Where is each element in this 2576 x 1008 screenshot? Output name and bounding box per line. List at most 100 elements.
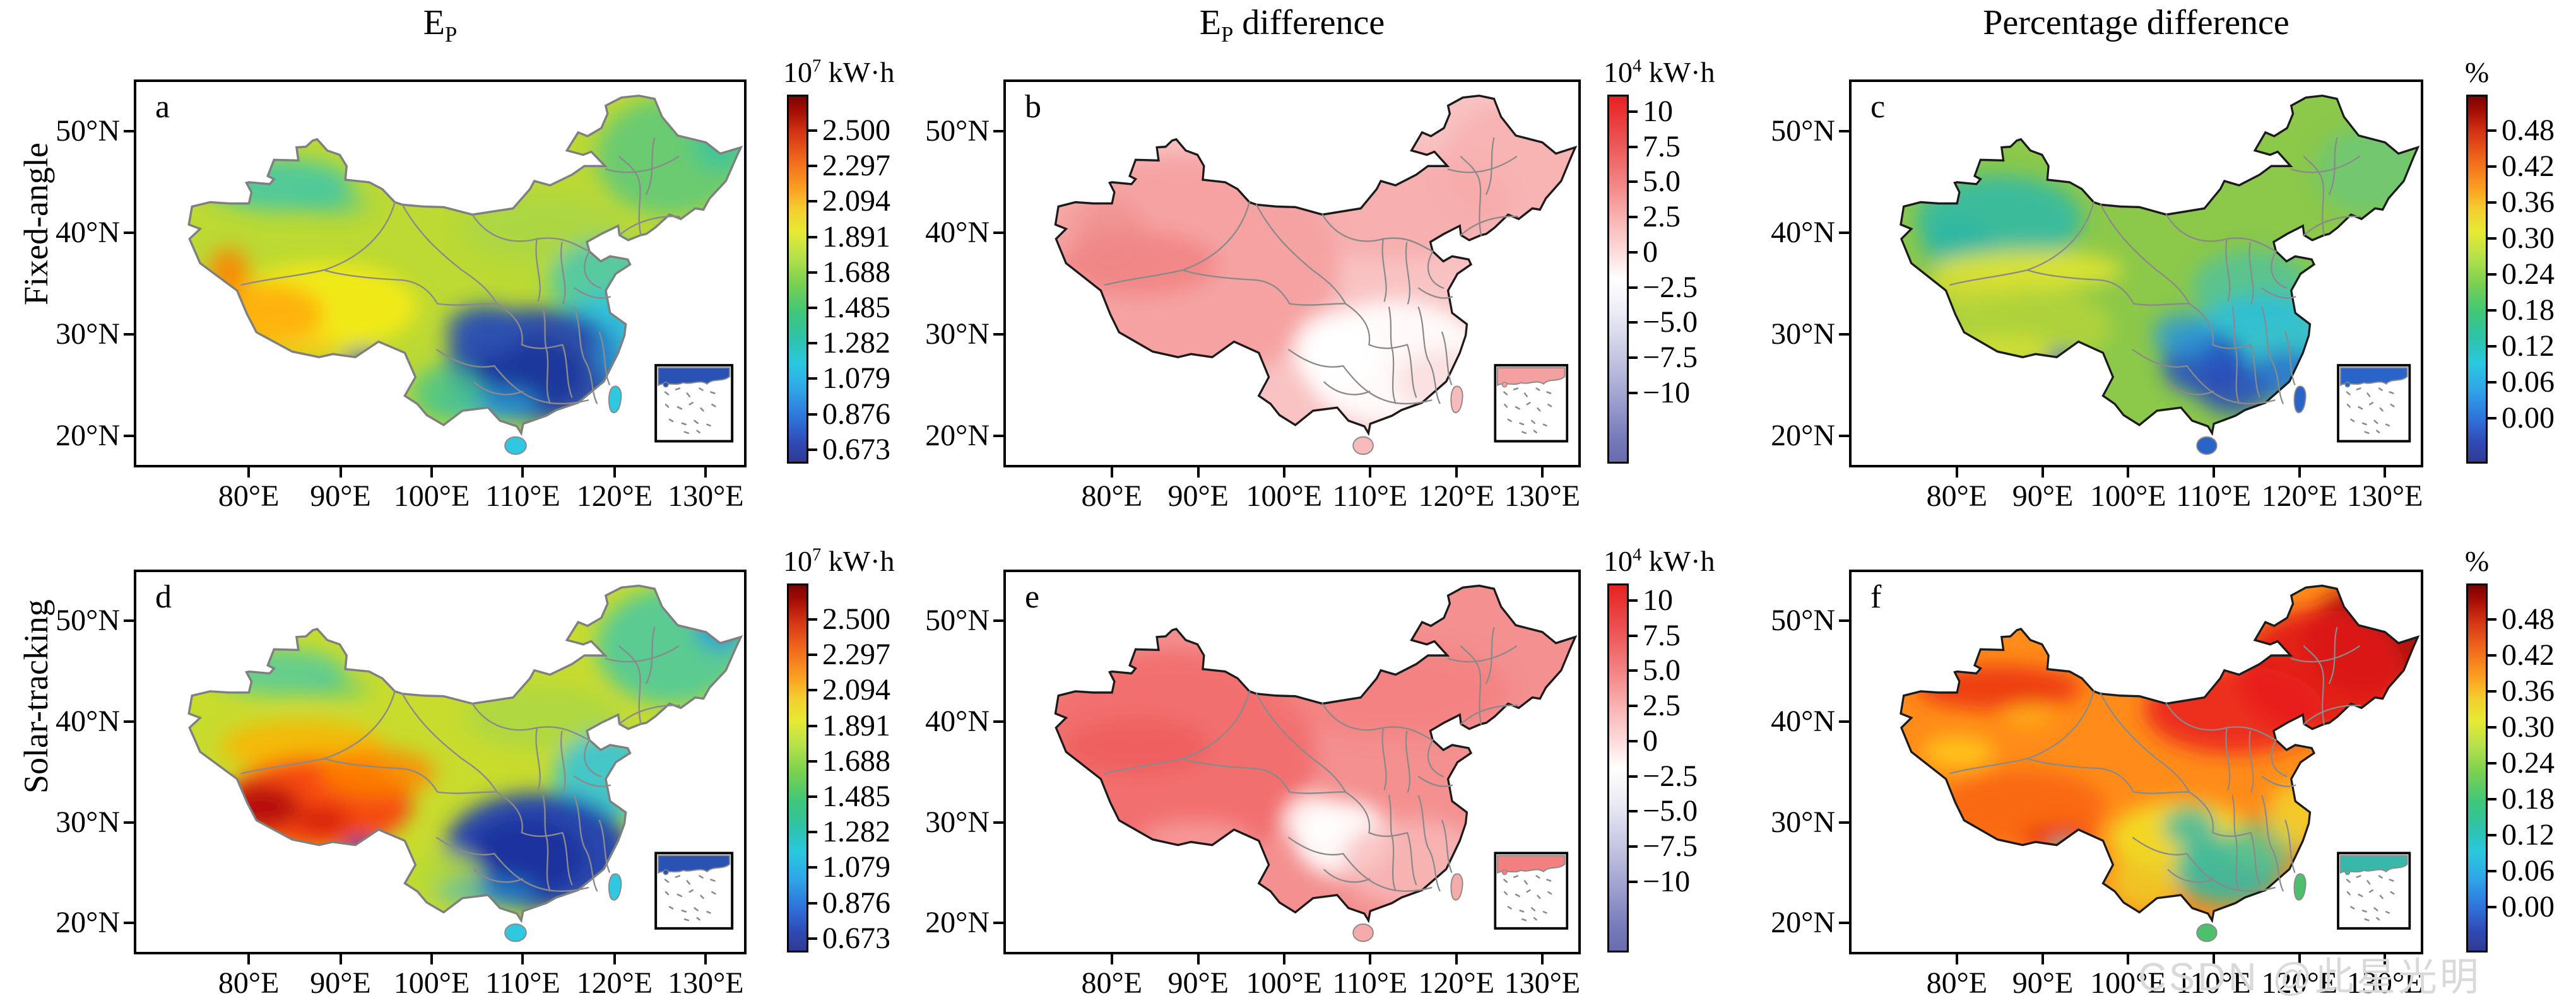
y-tick-label: 40°N — [1771, 705, 1835, 739]
y-tick-mark — [993, 434, 1003, 437]
x-tick-label: 100°E — [2090, 966, 2166, 1000]
colorbar-tick-mark — [1629, 110, 1638, 113]
y-tick-label: 30°N — [925, 805, 990, 839]
colorbar-tick-label: 1.891 — [822, 220, 890, 254]
colorbar-unit: 104 kW·h — [1604, 56, 1715, 88]
china-map-ep-diff-fixed — [1054, 94, 1577, 455]
panel-letter: c — [1870, 89, 1886, 125]
colorbar-tick-mark — [808, 377, 817, 380]
x-tick-mark — [521, 467, 524, 478]
x-tick-mark — [1368, 954, 1371, 964]
x-tick-label: 90°E — [1167, 966, 1229, 1000]
colorbar-tick-mark — [1629, 145, 1638, 148]
x-tick-mark — [613, 954, 616, 964]
x-tick-mark — [2127, 954, 2130, 964]
x-tick-mark — [2384, 954, 2387, 964]
colorbar-tick-label: 0.12 — [2502, 818, 2555, 852]
x-tick-label: 90°E — [310, 479, 371, 513]
colorbar-tick-label: −2.5 — [1643, 759, 1698, 793]
x-tick-label: 110°E — [1332, 479, 1408, 513]
colorbar-tick-label: 10 — [1643, 95, 1673, 128]
colorbar-tick-label: 1.282 — [822, 815, 890, 849]
colorbar-tick-mark — [808, 759, 817, 763]
x-tick-mark — [2041, 954, 2045, 964]
x-tick-mark — [1368, 467, 1371, 478]
colorbar-gradient — [787, 95, 808, 464]
x-tick-label: 130°E — [1504, 479, 1581, 513]
y-tick-label: 50°N — [56, 114, 120, 148]
colorbar-tick-mark — [2488, 345, 2496, 348]
colorbar-tick-mark — [1629, 810, 1638, 813]
x-tick-label: 90°E — [1167, 479, 1229, 513]
china-map-ep-diff-tracking — [1054, 584, 1577, 942]
x-tick-mark — [1282, 467, 1285, 478]
colorbar-tick-mark — [2488, 834, 2496, 836]
colorbar-tick-label: 1.891 — [822, 708, 890, 742]
x-tick-mark — [1196, 467, 1200, 478]
colorbar-tick-label: 2.500 — [822, 602, 890, 636]
colorbar-tick-mark — [808, 342, 817, 345]
map-panel-d: d 50°N 40°N 30°N 20°N 80°E 90°E 100°E 110°E 120°… — [56, 570, 747, 1000]
colorbar-tick-mark — [1629, 391, 1638, 394]
colorbar-tick-mark — [808, 129, 817, 132]
colorbar-tick-mark — [1629, 250, 1638, 254]
colorbar-tick-label: 2.297 — [822, 149, 890, 183]
x-tick-mark — [704, 467, 707, 478]
colorbar-tick-label: −10 — [1643, 375, 1691, 409]
colorbar-tick-mark — [808, 271, 817, 274]
y-tick-mark — [1839, 231, 1849, 235]
y-tick-label: 50°N — [925, 604, 990, 638]
colorbar-tick-mark — [2488, 798, 2496, 800]
y-tick-mark — [993, 619, 1003, 623]
y-tick-mark — [124, 821, 134, 824]
colorbar-tick-mark — [808, 448, 817, 451]
column-title-percentage-difference: Percentage difference — [1983, 3, 2289, 42]
colorbar-tick-label: 2.094 — [822, 184, 890, 218]
colorbar-tick-label: 1.079 — [822, 361, 890, 396]
row-label-solar-tracking: Solar-tracking — [17, 599, 55, 794]
x-tick-mark — [1196, 954, 1200, 964]
colorbar-tick-label: 1.485 — [822, 780, 890, 813]
y-tick-label: 20°N — [925, 418, 990, 452]
colorbar-gradient — [2466, 583, 2488, 952]
colorbar-tick-label: 0.00 — [2502, 401, 2555, 435]
x-tick-label: 130°E — [668, 479, 744, 513]
south-china-sea-inset — [2338, 853, 2409, 928]
china-map-pct-diff-tracking — [1900, 584, 2419, 942]
colorbar-tick-mark — [808, 724, 817, 727]
x-tick-label: 120°E — [576, 479, 653, 513]
x-tick-label: 80°E — [1926, 966, 1988, 1000]
colorbar-tick-mark — [808, 866, 817, 869]
y-tick-mark — [1839, 333, 1849, 336]
y-tick-label: 30°N — [1771, 317, 1835, 351]
colorbar-tick-label: −5.0 — [1643, 305, 1698, 339]
y-tick-mark — [124, 333, 134, 336]
colorbar-tick-mark — [2488, 237, 2496, 240]
colorbar-tick-mark — [808, 831, 817, 834]
colorbar-tick-mark — [808, 937, 817, 940]
colorbar-tick-label: 0 — [1643, 235, 1658, 269]
colorbar-tick-mark — [808, 653, 817, 657]
colorbar-tick-label: 0.673 — [822, 432, 890, 466]
colorbar-tick-label: 10 — [1643, 583, 1673, 617]
y-tick-mark — [993, 333, 1003, 336]
colorbar-gradient — [787, 583, 808, 952]
colorbar-tick-mark — [2488, 654, 2496, 657]
colorbar-tick-mark — [2488, 690, 2496, 693]
colorbar-tick-mark — [2488, 129, 2496, 132]
x-tick-mark — [430, 467, 434, 478]
colorbar-tick-label: −2.5 — [1643, 270, 1698, 304]
y-tick-label: 30°N — [925, 317, 990, 351]
x-tick-label: 80°E — [218, 479, 280, 513]
colorbar-tick-label: 2.094 — [822, 673, 890, 707]
y-tick-mark — [124, 231, 134, 235]
x-tick-mark — [2298, 954, 2301, 964]
colorbar-tick-label: 1.079 — [822, 850, 890, 884]
colorbar-tick-label: 0.876 — [822, 397, 890, 431]
colorbar-tick-mark — [808, 795, 817, 798]
colorbar-tick-label: 0.18 — [2502, 293, 2555, 327]
colorbar-unit: 104 kW·h — [1604, 545, 1715, 577]
x-tick-mark — [2212, 467, 2215, 478]
x-tick-mark — [2041, 467, 2045, 478]
colorbar-tick-mark — [1629, 880, 1638, 883]
